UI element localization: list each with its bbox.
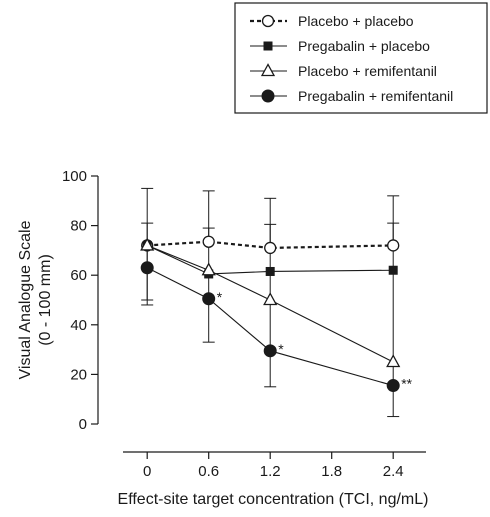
y-axis-label-line-1: Visual Analogue Scale — [17, 220, 34, 379]
pregabalin-remifentanil-line — [146, 267, 394, 387]
y-tick-label: 60 — [70, 267, 87, 284]
legend-placebo-placebo-marker — [261, 14, 275, 28]
pregabalin-remifentanil-point — [263, 344, 277, 358]
placebo-placebo-point — [202, 235, 215, 248]
pregabalin-remifentanil-point — [386, 379, 400, 393]
significance-annotations: **** — [217, 289, 413, 392]
placebo-remifentanil-point — [386, 354, 401, 368]
pregabalin-placebo-point — [388, 265, 398, 275]
y-tick-label: 40 — [70, 317, 87, 334]
pregabalin-remifentanil-point — [140, 261, 154, 275]
pregabalin-remifentanil-significance-label: ** — [401, 376, 412, 392]
x-tick-label: 1.2 — [260, 463, 281, 480]
pregabalin-remifentanil-significance-label: * — [278, 341, 284, 357]
legend-placebo-remifentanil-marker — [260, 63, 276, 77]
legend-pregabalin-remifentanil-label: Pregabalin + remifentanil — [298, 88, 453, 104]
y-tick-label: 20 — [70, 366, 87, 383]
placebo-remifentanil-point — [263, 292, 278, 306]
legend-pregabalin-placebo-marker — [263, 41, 273, 51]
legend-pregabalin-placebo-label: Pregabalin + placebo — [298, 38, 430, 54]
x-tick-label: 1.8 — [321, 463, 342, 480]
placebo-remifentanil-point — [140, 237, 155, 251]
x-tick-label: 0.6 — [198, 463, 219, 480]
placebo-remifentanil-point — [201, 262, 216, 276]
placebo-placebo-point — [264, 241, 277, 255]
legend-pregabalin-remifentanil-marker — [261, 89, 275, 103]
y-tick-label: 80 — [70, 218, 87, 235]
x-tick-label: 0 — [143, 463, 151, 480]
y-tick-label: 100 — [62, 168, 87, 185]
placebo-remifentanil-line — [146, 244, 394, 363]
x-axis-label: Effect-site target concentration (TCI, n… — [118, 491, 429, 508]
legend-placebo-remifentanil-label: Placebo + remifentanil — [298, 63, 437, 79]
y-axis-label-line-2: (0 - 100 mm) — [37, 254, 54, 346]
pregabalin-remifentanil-significance-label: * — [217, 289, 223, 305]
placebo-placebo-line — [147, 240, 394, 250]
pregabalin-placebo-point — [265, 266, 275, 276]
x-tick-label: 2.4 — [383, 463, 404, 480]
x-axis-ticks: 0 0.6 1.2 1.8 2.4 — [143, 452, 404, 480]
y-axis-ticks: 0 20 40 60 80 100 — [62, 168, 98, 433]
legend: Placebo + placebo Pregabalin + placebo Pla… — [234, 2, 488, 114]
legend-box — [234, 2, 488, 114]
series-lines — [146, 240, 394, 387]
pregabalin-placebo-line — [146, 244, 394, 275]
placebo-placebo-point — [387, 239, 400, 252]
series-markers — [140, 235, 401, 393]
y-tick-label: 0 — [79, 416, 87, 433]
pregabalin-remifentanil-point — [202, 292, 216, 306]
legend-placebo-placebo-label: Placebo + placebo — [298, 13, 414, 29]
